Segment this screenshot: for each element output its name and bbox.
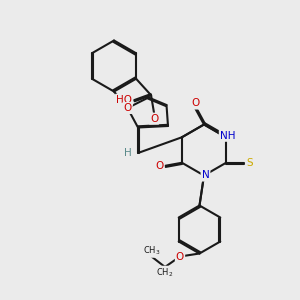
Text: O: O xyxy=(191,98,199,109)
Text: H: H xyxy=(124,148,131,158)
Text: S: S xyxy=(247,158,253,168)
Text: N: N xyxy=(202,170,209,181)
Text: CH$_2$: CH$_2$ xyxy=(156,266,174,279)
Text: NH: NH xyxy=(220,131,235,141)
Text: O: O xyxy=(150,114,158,124)
Text: O: O xyxy=(123,103,132,113)
Text: O: O xyxy=(155,161,164,171)
Text: CH$_3$: CH$_3$ xyxy=(143,245,160,257)
Text: HO: HO xyxy=(116,95,132,105)
Text: O: O xyxy=(176,251,184,262)
